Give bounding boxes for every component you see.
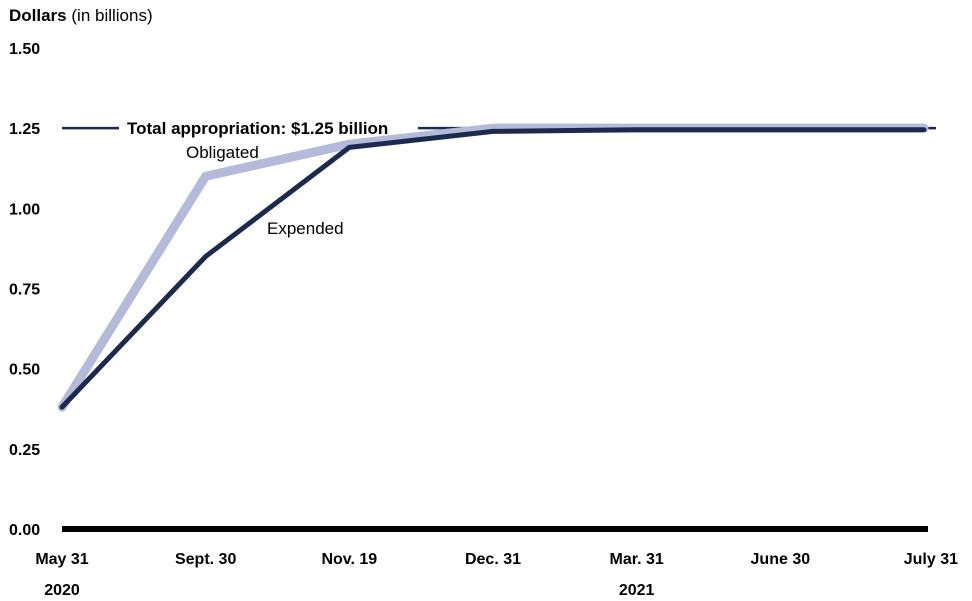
y-axis-label: Dollars (9, 6, 67, 25)
y-axis-title: Dollars (in billions) (9, 6, 153, 26)
x-tick-label: Mar. 31 (610, 551, 664, 568)
series-label-obligated: Obligated (186, 143, 259, 162)
y-axis-unit: (in billions) (71, 6, 153, 25)
y-tick-label: 0.00 (9, 522, 40, 539)
y-tick-label: 0.50 (9, 362, 40, 379)
series-line-obligated (57, 123, 929, 412)
reference-line-label: Total appropriation: $1.25 billion (127, 119, 388, 138)
x-tick-label: Dec. 31 (465, 551, 521, 568)
y-tick-label: 0.25 (9, 442, 40, 459)
x-year-label: 2021 (619, 582, 655, 599)
x-tick-label: May 31 (35, 551, 88, 568)
series-label-expended: Expended (267, 219, 344, 238)
y-tick-label: 0.75 (9, 282, 40, 299)
x-tick-label: June 30 (751, 551, 811, 568)
series-line-expended (59, 127, 927, 410)
x-tick-label: July 31 (904, 551, 958, 568)
y-tick-label: 1.25 (9, 121, 40, 138)
x-tick-label: Sept. 30 (175, 551, 236, 568)
x-tick-label: Nov. 19 (321, 551, 377, 568)
y-tick-label: 1.50 (9, 41, 40, 58)
x-year-label: 2020 (44, 582, 80, 599)
y-tick-label: 1.00 (9, 201, 40, 218)
